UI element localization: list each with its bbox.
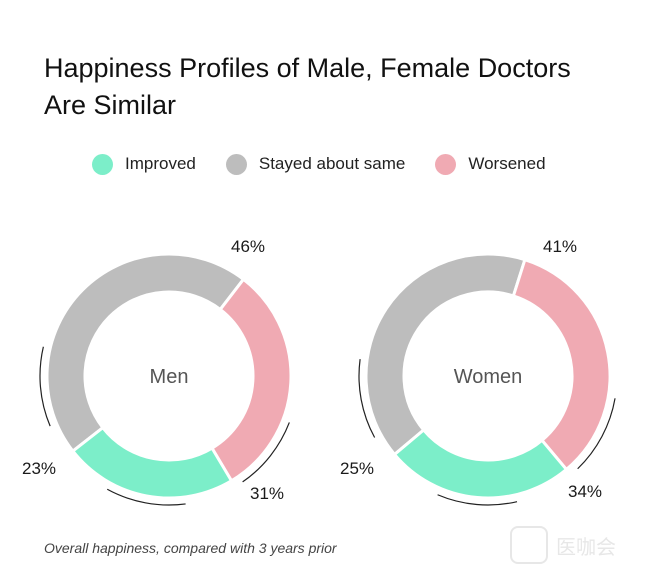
pct-label-women-improved: 25% bbox=[340, 459, 374, 478]
watermark-logo-icon bbox=[510, 526, 548, 564]
slice-women-worsened bbox=[511, 257, 612, 472]
chart-title: Happiness Profiles of Male, Female Docto… bbox=[44, 53, 571, 120]
pct-label-men-stayed-about-same: 46% bbox=[231, 237, 265, 256]
legend-item-worsened: Worsened bbox=[435, 153, 546, 175]
legend-item-same: Stayed about same bbox=[225, 153, 406, 175]
legend-swatch-worsened bbox=[435, 153, 457, 175]
legend-item-improved: Improved bbox=[92, 153, 196, 175]
center-label-women: Women bbox=[454, 366, 523, 388]
bracket-men-improved bbox=[106, 488, 186, 506]
center-label-men: Men bbox=[150, 366, 189, 388]
legend-swatch-same bbox=[225, 153, 247, 175]
bracket-women-stayed-about-same bbox=[358, 359, 376, 438]
footnote: Overall happiness, compared with 3 years… bbox=[44, 540, 337, 556]
pct-label-women-worsened: 34% bbox=[568, 482, 602, 501]
legend-swatch-improved bbox=[92, 153, 113, 175]
legend-label-improved: Improved bbox=[125, 154, 196, 173]
slice-men-improved bbox=[70, 425, 234, 500]
bracket-women-worsened bbox=[577, 398, 616, 470]
watermark-text: 医咖会 bbox=[556, 536, 616, 559]
legend-label-worsened: Worsened bbox=[468, 154, 546, 173]
slice-women-stayed-about-same bbox=[364, 252, 527, 457]
slice-men-stayed-about-same bbox=[45, 252, 246, 454]
slice-men-worsened bbox=[209, 277, 293, 483]
legend-label-same: Stayed about same bbox=[258, 154, 406, 173]
watermark: 医咖会 bbox=[510, 520, 640, 570]
slice-women-improved bbox=[392, 427, 569, 500]
bracket-men-worsened bbox=[242, 422, 290, 483]
pct-label-men-improved: 23% bbox=[22, 459, 56, 478]
bracket-women-improved bbox=[437, 494, 518, 506]
pct-label-women-stayed-about-same: 41% bbox=[543, 237, 577, 256]
bracket-men-stayed-about-same bbox=[39, 346, 51, 427]
pct-label-men-worsened: 31% bbox=[250, 484, 284, 503]
legend: Improved Stayed about same Worsened bbox=[92, 152, 576, 176]
